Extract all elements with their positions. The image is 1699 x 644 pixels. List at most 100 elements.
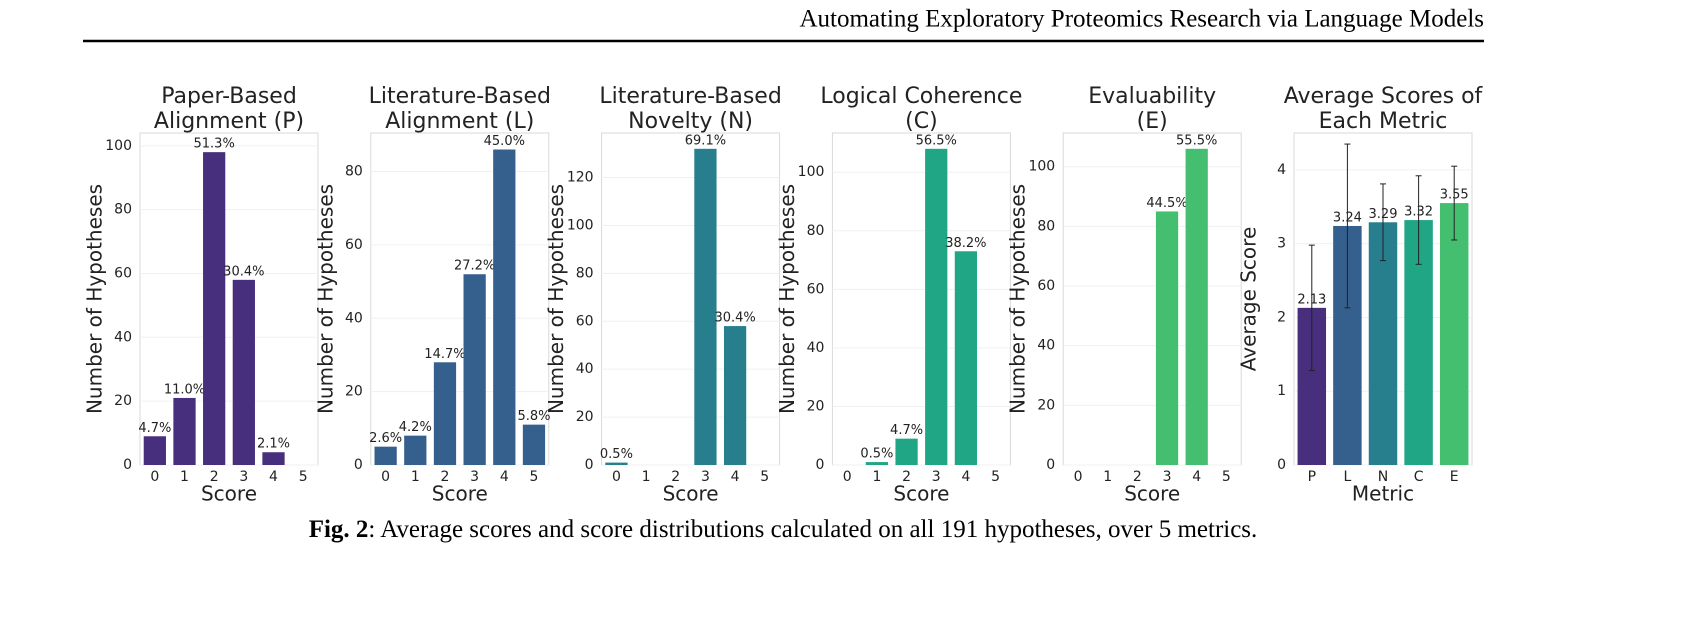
chart-title: Alignment (P) xyxy=(154,109,304,134)
y-tick-label: 60 xyxy=(114,265,132,281)
y-tick-label: 20 xyxy=(1037,397,1055,413)
y-tick-label: 20 xyxy=(807,398,825,414)
chart-title: (C) xyxy=(905,109,938,134)
x-tick-label: 2 xyxy=(902,469,911,485)
x-tick-label: L xyxy=(1343,469,1351,485)
y-tick-label: 0 xyxy=(123,457,132,473)
chart-title: Literature-Based xyxy=(599,84,781,109)
value-label: 38.2% xyxy=(945,236,986,251)
x-tick-label: 5 xyxy=(299,469,308,485)
x-tick-label: 4 xyxy=(1192,469,1201,485)
x-tick-label: N xyxy=(1378,469,1388,485)
value-label: 30.4% xyxy=(223,264,264,279)
y-tick-label: 80 xyxy=(114,202,132,218)
value-label: 3.55 xyxy=(1440,188,1469,203)
x-tick-label: 0 xyxy=(1074,469,1083,485)
chart-title: (E) xyxy=(1137,109,1168,134)
plot-frame xyxy=(139,132,319,466)
value-label: 0.5% xyxy=(860,447,893,462)
value-label: 3.29 xyxy=(1369,207,1398,222)
y-tick-label: 120 xyxy=(567,170,594,186)
running-header: Automating Exploratory Proteomics Resear… xyxy=(799,6,1484,33)
x-tick-label: E xyxy=(1450,469,1459,485)
x-tick-label: 3 xyxy=(470,469,479,485)
chart-title: Evaluability xyxy=(1088,84,1216,109)
value-label: 30.4% xyxy=(714,311,755,326)
x-tick-label: 4 xyxy=(731,469,740,485)
chart-title: Novelty (N) xyxy=(628,109,753,134)
bar xyxy=(1185,148,1208,466)
plot-frame xyxy=(1062,132,1242,466)
y-axis-label: Number of Hypotheses xyxy=(313,184,337,414)
x-tick-label: P xyxy=(1308,469,1316,485)
value-label: 56.5% xyxy=(916,133,957,148)
x-axis-label: Score xyxy=(893,482,949,506)
bar xyxy=(865,462,889,465)
bar xyxy=(262,452,285,465)
x-axis-label: Score xyxy=(432,482,488,506)
x-tick-label: 0 xyxy=(150,469,159,485)
bar xyxy=(895,438,918,465)
y-axis-label: Average Score xyxy=(1237,227,1261,372)
value-label: 5.8% xyxy=(517,409,550,424)
value-label: 44.5% xyxy=(1146,196,1187,211)
value-label: 4.2% xyxy=(399,420,432,435)
value-label: 2.1% xyxy=(257,437,290,452)
bar xyxy=(433,362,457,465)
y-tick-label: 100 xyxy=(105,138,132,154)
x-tick-label: 0 xyxy=(381,469,390,485)
y-tick-label: 0 xyxy=(1046,457,1055,473)
value-label: 2.13 xyxy=(1297,292,1326,307)
x-tick-label: 4 xyxy=(500,469,509,485)
x-tick-label: 5 xyxy=(530,469,539,485)
bar xyxy=(925,148,948,466)
x-tick-label: 5 xyxy=(1222,469,1231,485)
y-tick-label: 40 xyxy=(576,361,594,377)
y-tick-label: 100 xyxy=(1028,159,1055,175)
bar xyxy=(493,149,516,465)
y-tick-label: 20 xyxy=(576,409,594,425)
bar xyxy=(1368,222,1398,465)
x-tick-label: 1 xyxy=(180,469,189,485)
x-tick-label: 0 xyxy=(843,469,852,485)
y-tick-label: 40 xyxy=(345,310,363,326)
bar xyxy=(723,326,747,465)
x-tick-label: 4 xyxy=(269,469,278,485)
x-tick-label: 1 xyxy=(411,469,420,485)
x-tick-label: 3 xyxy=(239,469,248,485)
y-tick-label: 100 xyxy=(567,217,594,233)
y-tick-label: 40 xyxy=(114,329,132,345)
y-tick-label: 40 xyxy=(1037,338,1055,354)
y-tick-label: 80 xyxy=(807,223,825,239)
value-label: 14.7% xyxy=(424,347,465,362)
chart-title: Each Metric xyxy=(1319,109,1448,134)
bar xyxy=(605,462,628,465)
y-tick-label: 100 xyxy=(798,164,825,180)
x-tick-label: 4 xyxy=(961,469,970,485)
value-label: 0.5% xyxy=(600,447,633,462)
y-tick-label: 0 xyxy=(354,457,363,473)
x-axis-label: Score xyxy=(663,482,719,506)
value-label: 27.2% xyxy=(454,259,495,274)
y-tick-label: 60 xyxy=(345,237,363,253)
value-label: 3.32 xyxy=(1404,205,1433,220)
bar xyxy=(1155,211,1179,465)
value-label: 55.5% xyxy=(1176,133,1217,148)
x-tick-label: 2 xyxy=(441,469,450,485)
y-tick-label: 0 xyxy=(815,457,824,473)
bar xyxy=(694,148,717,466)
y-tick-label: 20 xyxy=(114,393,132,409)
chart-title: Paper-Based xyxy=(161,84,297,109)
y-tick-label: 20 xyxy=(345,384,363,400)
y-tick-label: 1 xyxy=(1277,383,1286,399)
y-tick-label: 40 xyxy=(807,340,825,356)
y-axis-label: Number of Hypotheses xyxy=(544,184,568,414)
value-label: 4.7% xyxy=(890,423,923,438)
y-tick-label: 2 xyxy=(1277,309,1286,325)
bar xyxy=(954,251,978,465)
x-tick-label: C xyxy=(1414,469,1424,485)
x-tick-label: 5 xyxy=(991,469,1000,485)
x-tick-label: 3 xyxy=(932,469,941,485)
chart-title: Average Scores of xyxy=(1284,84,1484,109)
x-tick-label: 3 xyxy=(1163,469,1172,485)
